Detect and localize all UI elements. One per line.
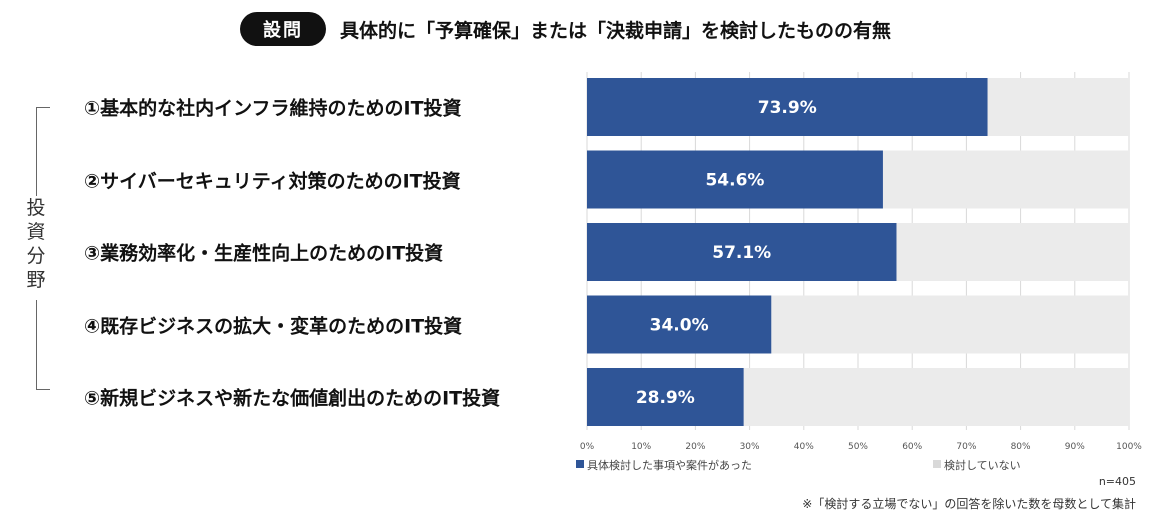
bar-considered — [587, 150, 883, 209]
legend-label: 検討していない — [944, 458, 1021, 472]
bar-remainder — [882, 150, 1129, 209]
legend-swatch — [576, 460, 584, 468]
legend-swatch — [933, 460, 941, 468]
question-header: 設問 具体的に「予算確保」または「決裁申請」を検討したものの有無 — [240, 12, 891, 46]
bar-remainder — [896, 223, 1129, 281]
question-badge: 設問 — [240, 12, 326, 46]
category-tick-label: ③業務効率化・生産性向上のためのIT投資 — [84, 242, 444, 265]
bar-remainder — [771, 295, 1129, 354]
bracket-bottom-tick — [36, 389, 50, 390]
bar-considered — [587, 295, 772, 354]
data-label: 28.9% — [636, 388, 695, 408]
x-tick-label: 70% — [956, 442, 976, 452]
x-tick-label: 50% — [848, 442, 868, 452]
x-tick-label: 90% — [1065, 442, 1085, 452]
bar-remainder — [987, 78, 1129, 136]
legend-label: 具体検討した事項や案件があった — [587, 458, 752, 472]
data-label: 54.6% — [705, 171, 764, 191]
footnote: ※「検討する立場でない」の回答を除いた数を母数として集計 — [802, 497, 1136, 511]
bracket-vertical-top — [36, 107, 37, 197]
bar-remainder — [743, 368, 1129, 426]
category-tick-label: ②サイバーセキュリティ対策のためのIT投資 — [84, 170, 461, 192]
x-tick-label: 0% — [580, 442, 595, 452]
category-tick-label: ①基本的な社内インフラ維持のためのIT投資 — [84, 97, 462, 120]
x-tick-label: 10% — [631, 442, 651, 452]
bracket-vertical-bottom — [36, 300, 37, 389]
x-tick-label: 80% — [1011, 442, 1031, 452]
category-tick-label: ④既存ビジネスの拡大・変革のためのIT投資 — [84, 315, 463, 337]
bar-considered — [587, 368, 744, 426]
category-tick-label: ⑤新規ビジネスや新たな価値創出のためのIT投資 — [84, 387, 501, 410]
x-tick-label: 100% — [1116, 442, 1142, 452]
data-label: 73.9% — [758, 98, 817, 118]
x-tick-label: 30% — [740, 442, 760, 452]
sample-size: n=405 — [1098, 475, 1136, 488]
x-tick-label: 40% — [794, 442, 814, 452]
data-label: 34.0% — [650, 316, 709, 336]
category-axis-label: 投資分野 — [22, 196, 50, 292]
bar-considered — [587, 78, 988, 136]
data-label: 57.1% — [712, 243, 771, 263]
x-tick-label: 20% — [685, 442, 705, 452]
bracket-top-tick — [36, 107, 50, 108]
chart-title: 具体的に「予算確保」または「決裁申請」を検討したものの有無 — [340, 19, 892, 42]
x-tick-label: 60% — [902, 442, 922, 452]
bar-considered — [587, 223, 897, 281]
